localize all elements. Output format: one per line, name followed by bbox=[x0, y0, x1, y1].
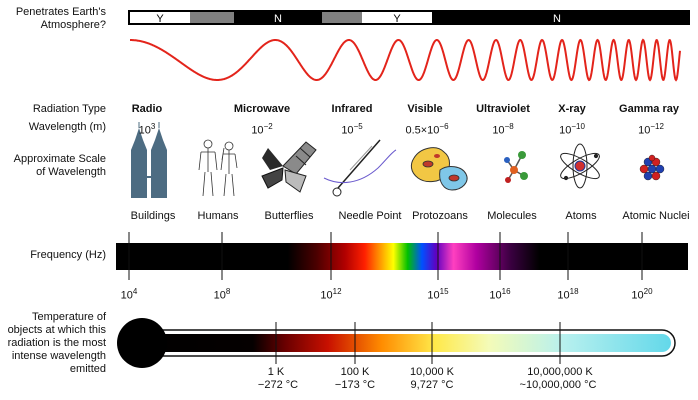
frequency-tick-label: 1016 bbox=[489, 287, 511, 302]
protozoan-icon bbox=[410, 147, 468, 191]
temperature-tick-celsius: −272 °C bbox=[257, 379, 299, 391]
temperature-tick-kelvin: 1 K bbox=[267, 366, 285, 378]
wavelength-radio: 103 bbox=[138, 122, 156, 137]
scale-label-molecules: Molecules bbox=[487, 210, 537, 222]
scale-label: Approximate Scale of Wavelength bbox=[13, 153, 106, 178]
wavelength-wave bbox=[130, 38, 681, 82]
thermometer bbox=[117, 318, 676, 368]
scale-label-needle-point: Needle Point bbox=[338, 210, 402, 222]
scale-label-atomic-nuclei: Atomic Nuclei bbox=[622, 210, 690, 222]
radiation-type-label: Radiation Type bbox=[32, 103, 106, 115]
temperature-tick-celsius: 9,727 °C bbox=[410, 379, 454, 391]
temperature-tick-celsius: ~10,000,000 °C bbox=[519, 379, 597, 391]
wavelength-ultraviolet: 10−8 bbox=[492, 122, 514, 137]
atmosphere-bar: Y N Y N bbox=[128, 10, 690, 25]
frequency-tick-label: 1018 bbox=[557, 287, 579, 302]
atmosphere-segment-n1: N bbox=[274, 13, 282, 25]
wavelength-microwave: 10−2 bbox=[251, 122, 273, 137]
frequency-tick-label: 108 bbox=[213, 287, 231, 302]
buildings-icon bbox=[131, 122, 167, 198]
atmosphere-segment-y2: Y bbox=[393, 13, 401, 25]
atmosphere-segment-y1: Y bbox=[156, 13, 164, 25]
temperature-tick-kelvin: 10,000 K bbox=[409, 366, 455, 378]
needle-icon bbox=[323, 139, 397, 197]
temperature-tick-kelvin: 10,000,000 K bbox=[527, 366, 593, 378]
wavelength-visible: 0.5×10−6 bbox=[405, 122, 449, 137]
frequency-label: Frequency (Hz) bbox=[30, 249, 106, 261]
atom-icon bbox=[560, 143, 600, 189]
atmosphere-segment-n2: N bbox=[553, 13, 561, 25]
nucleus-icon bbox=[639, 154, 665, 181]
frequency-tick-label: 1020 bbox=[631, 287, 653, 302]
frequency-tick-label: 1015 bbox=[427, 287, 449, 302]
temperature-ticks bbox=[275, 322, 561, 364]
scale-label-atoms: Atoms bbox=[565, 210, 597, 222]
frequency-tick-label: 1012 bbox=[320, 287, 342, 302]
scale-label-buildings: Buildings bbox=[130, 210, 176, 222]
temperature-tick-kelvin: 100 K bbox=[340, 366, 370, 378]
temperature-tick-celsius: −173 °C bbox=[334, 379, 376, 391]
radiation-type-gamma: Gamma ray bbox=[619, 103, 679, 115]
wavelength-label: Wavelength (m) bbox=[28, 121, 106, 133]
radiation-type-ultraviolet: Ultraviolet bbox=[476, 103, 530, 115]
wavelength-xray: 10−10 bbox=[559, 122, 585, 137]
wavelength-infrared: 10−5 bbox=[341, 122, 363, 137]
humans-icon bbox=[198, 139, 238, 197]
butterfly-icon bbox=[261, 141, 317, 193]
radiation-type-radio: Radio bbox=[131, 103, 163, 115]
molecule-icon bbox=[504, 151, 528, 183]
temperature-label: Temperature of objects at which this rad… bbox=[7, 311, 106, 375]
wavelength-gamma: 10−12 bbox=[638, 122, 664, 137]
scale-label-butterflies: Butterflies bbox=[264, 210, 314, 222]
scale-label-protozoans: Protozoans bbox=[412, 210, 468, 222]
frequency-bar bbox=[116, 232, 688, 280]
radiation-type-visible: Visible bbox=[407, 103, 443, 115]
radiation-type-microwave: Microwave bbox=[233, 103, 291, 115]
frequency-ticks bbox=[128, 232, 643, 280]
radiation-type-infrared: Infrared bbox=[331, 103, 373, 115]
frequency-tick-label: 104 bbox=[120, 287, 138, 302]
scale-label-humans: Humans bbox=[197, 210, 239, 222]
radiation-type-xray: X-ray bbox=[558, 103, 586, 115]
atmosphere-row-label: Penetrates Earth's Atmosphere? bbox=[15, 6, 106, 31]
